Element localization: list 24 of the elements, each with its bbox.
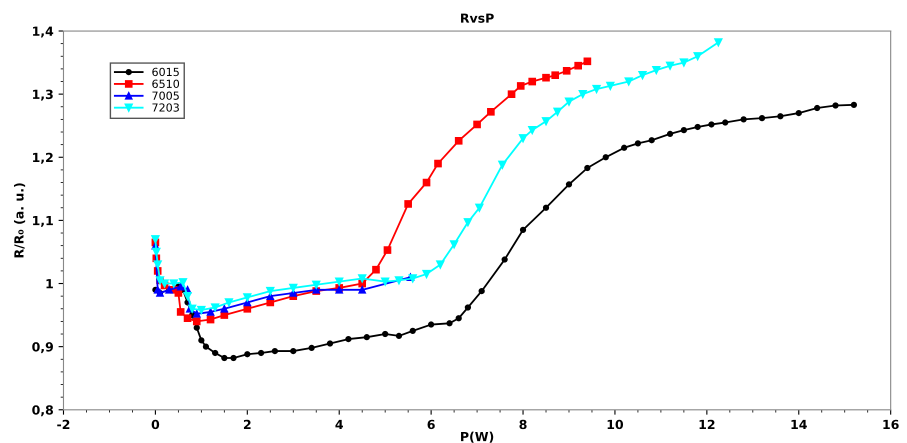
x-tick-label: 10	[608, 420, 624, 430]
y-axis-title: R/R₀ (a. u.)	[14, 183, 26, 258]
x-tick-label: 0	[152, 420, 160, 430]
x-tick-label: 8	[519, 420, 527, 430]
chart-title: RvsP	[461, 14, 494, 23]
legend-label: 6510	[152, 80, 180, 88]
legend-label: 7203	[152, 103, 179, 112]
y-tick-label: 0,8	[32, 405, 53, 416]
legend-label: 6015	[152, 68, 179, 76]
x-tick-label: -2	[57, 420, 70, 429]
x-tick-label: 12	[700, 420, 714, 429]
x-tick-label: 6	[428, 420, 435, 430]
x-tick-label: 4	[335, 420, 343, 429]
x-tick-label: 14	[791, 420, 807, 429]
y-tick-label: 1,1	[33, 216, 53, 227]
y-tick-label: 1,4	[33, 26, 54, 38]
y-tick-label: 1,2	[33, 152, 53, 164]
y-tick-label: 1	[46, 279, 53, 288]
y-tick-label: 0,9	[32, 342, 53, 354]
x-tick-label: 2	[244, 420, 251, 429]
y-tick-label: 1,3	[33, 90, 53, 101]
x-tick-label: 16	[883, 420, 899, 430]
x-axis-title: P(W)	[461, 432, 494, 443]
legend-label: 7005	[152, 91, 179, 100]
